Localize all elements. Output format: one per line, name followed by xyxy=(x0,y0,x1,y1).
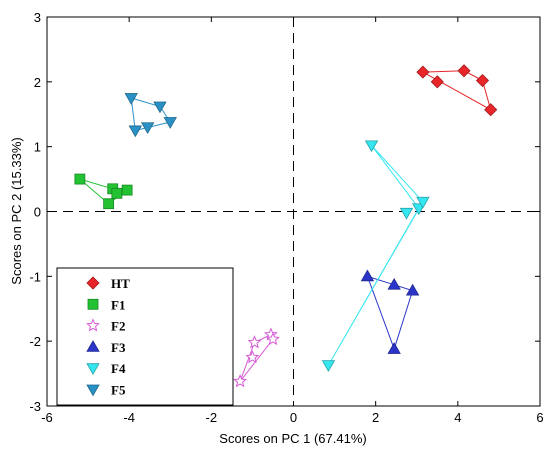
data-point-f1 xyxy=(121,184,133,196)
y-tick-label: 2 xyxy=(34,75,41,90)
data-point-f1 xyxy=(103,198,115,210)
data-point-ht xyxy=(416,65,430,79)
x-tick-label: -2 xyxy=(206,410,218,425)
y-axis-label: Scores on PC 2 (15.33%) xyxy=(9,137,24,284)
data-point-ht xyxy=(457,64,471,78)
legend-label-f2: F2 xyxy=(111,319,125,334)
zero-lines xyxy=(47,17,540,406)
legend-label-ht: HT xyxy=(111,276,130,291)
legend-label-f4: F4 xyxy=(111,361,126,376)
legend-marker-f2 xyxy=(86,318,100,332)
data-point-f4 xyxy=(399,207,414,220)
legend-label-f5: F5 xyxy=(111,383,126,398)
data-point-f5 xyxy=(140,122,155,135)
y-tick-label: -1 xyxy=(29,269,41,284)
data-point-f3 xyxy=(387,277,401,290)
y-tick-label: 0 xyxy=(34,205,41,220)
data-point-f4 xyxy=(364,140,379,153)
legend-marker-f5 xyxy=(86,384,100,397)
data-point-f2 xyxy=(266,331,280,346)
data-point-f5 xyxy=(124,93,138,105)
legend-marker-f3 xyxy=(86,340,100,352)
data-point-f1 xyxy=(74,173,86,185)
x-tick-label: -6 xyxy=(41,410,53,425)
x-axis-label: Scores on PC 1 (67.41%) xyxy=(219,431,366,446)
data-point-ht xyxy=(430,75,444,89)
legend-label-f1: F1 xyxy=(111,297,125,312)
y-tick-label: -2 xyxy=(29,334,41,349)
data-point-f2 xyxy=(247,335,262,349)
data-point-f5 xyxy=(163,117,177,129)
y-tick-label: 1 xyxy=(34,140,41,155)
data-point-f3 xyxy=(387,342,401,354)
x-tick-label: 0 xyxy=(290,410,297,425)
data-point-f3 xyxy=(360,269,375,282)
y-tick-label: 3 xyxy=(34,10,41,25)
data-point-f3 xyxy=(405,283,420,296)
legend-marker-f1 xyxy=(87,298,99,310)
y-tick-label: -3 xyxy=(29,399,41,414)
x-tick-label: 2 xyxy=(372,410,379,425)
legend-marker-ht xyxy=(86,276,100,290)
x-tick-label: 6 xyxy=(536,410,543,425)
legend: HT F1 F2 F3 F4 F5 xyxy=(56,267,234,406)
data-point-f2 xyxy=(233,374,248,388)
data-point-f5 xyxy=(153,101,167,114)
data-point-f4 xyxy=(321,360,336,372)
x-tick-label: -4 xyxy=(123,410,135,425)
x-tick-label: 4 xyxy=(454,410,461,425)
legend-label-f3: F3 xyxy=(111,340,126,355)
data-point-f5 xyxy=(128,125,143,138)
data-point-ht xyxy=(475,73,490,88)
legend-marker-f4 xyxy=(86,363,100,376)
data-point-f4 xyxy=(416,196,430,209)
data-point-f1 xyxy=(111,187,123,199)
data-markers xyxy=(74,64,498,388)
legend-box xyxy=(56,267,234,406)
data-point-ht xyxy=(484,103,498,117)
data-point-f2 xyxy=(245,350,260,364)
